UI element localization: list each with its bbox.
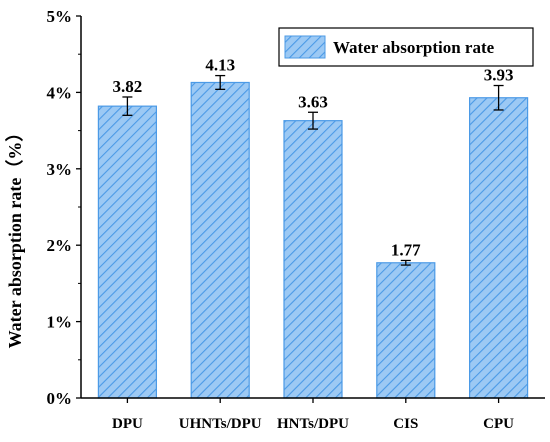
data-labels-layer: 3.82 4.13 3.63 1.77 3.93 [113, 56, 514, 260]
legend-label: Water absorption rate [333, 38, 495, 57]
data-label-2: 4.13 [205, 56, 235, 75]
bar-1 [97, 105, 158, 399]
y-tick-label-5: 5% [47, 7, 73, 26]
x-tick-label-2: UHNTs/DPU [179, 416, 262, 432]
y-tick-label-3: 3% [47, 160, 73, 179]
y-axis-title: Water absorption rate（%） [5, 124, 25, 349]
y-tick-label-2: 2% [47, 236, 73, 255]
axes-layer: DPU UHNTs/DPU HNTs/DPU CIS CPU 0% 1% 2% 3% 4% 5% [47, 7, 545, 432]
x-tick-label-1: DPU [112, 416, 143, 432]
y-tick-label-1: 1% [47, 313, 73, 332]
data-label-5: 3.93 [484, 66, 514, 85]
x-tick-label-4: CIS [393, 416, 418, 432]
bars-layer [97, 81, 529, 399]
x-tick-label-5: CPU [483, 416, 514, 432]
bar-2 [190, 81, 250, 399]
data-label-3: 3.63 [298, 92, 328, 111]
bar-3 [283, 120, 343, 399]
bar-4 [376, 262, 436, 399]
x-tick-label-3: HNTs/DPU [277, 416, 349, 432]
error-bars-layer [122, 74, 504, 266]
data-label-1: 3.82 [113, 77, 143, 96]
legend: Water absorption rate [278, 27, 534, 67]
y-tick-label-4: 4% [47, 83, 73, 102]
bar-5 [469, 97, 529, 399]
y-tick-label-0: 0% [47, 389, 73, 408]
data-label-4: 1.77 [391, 240, 421, 259]
legend-swatch [284, 35, 326, 59]
